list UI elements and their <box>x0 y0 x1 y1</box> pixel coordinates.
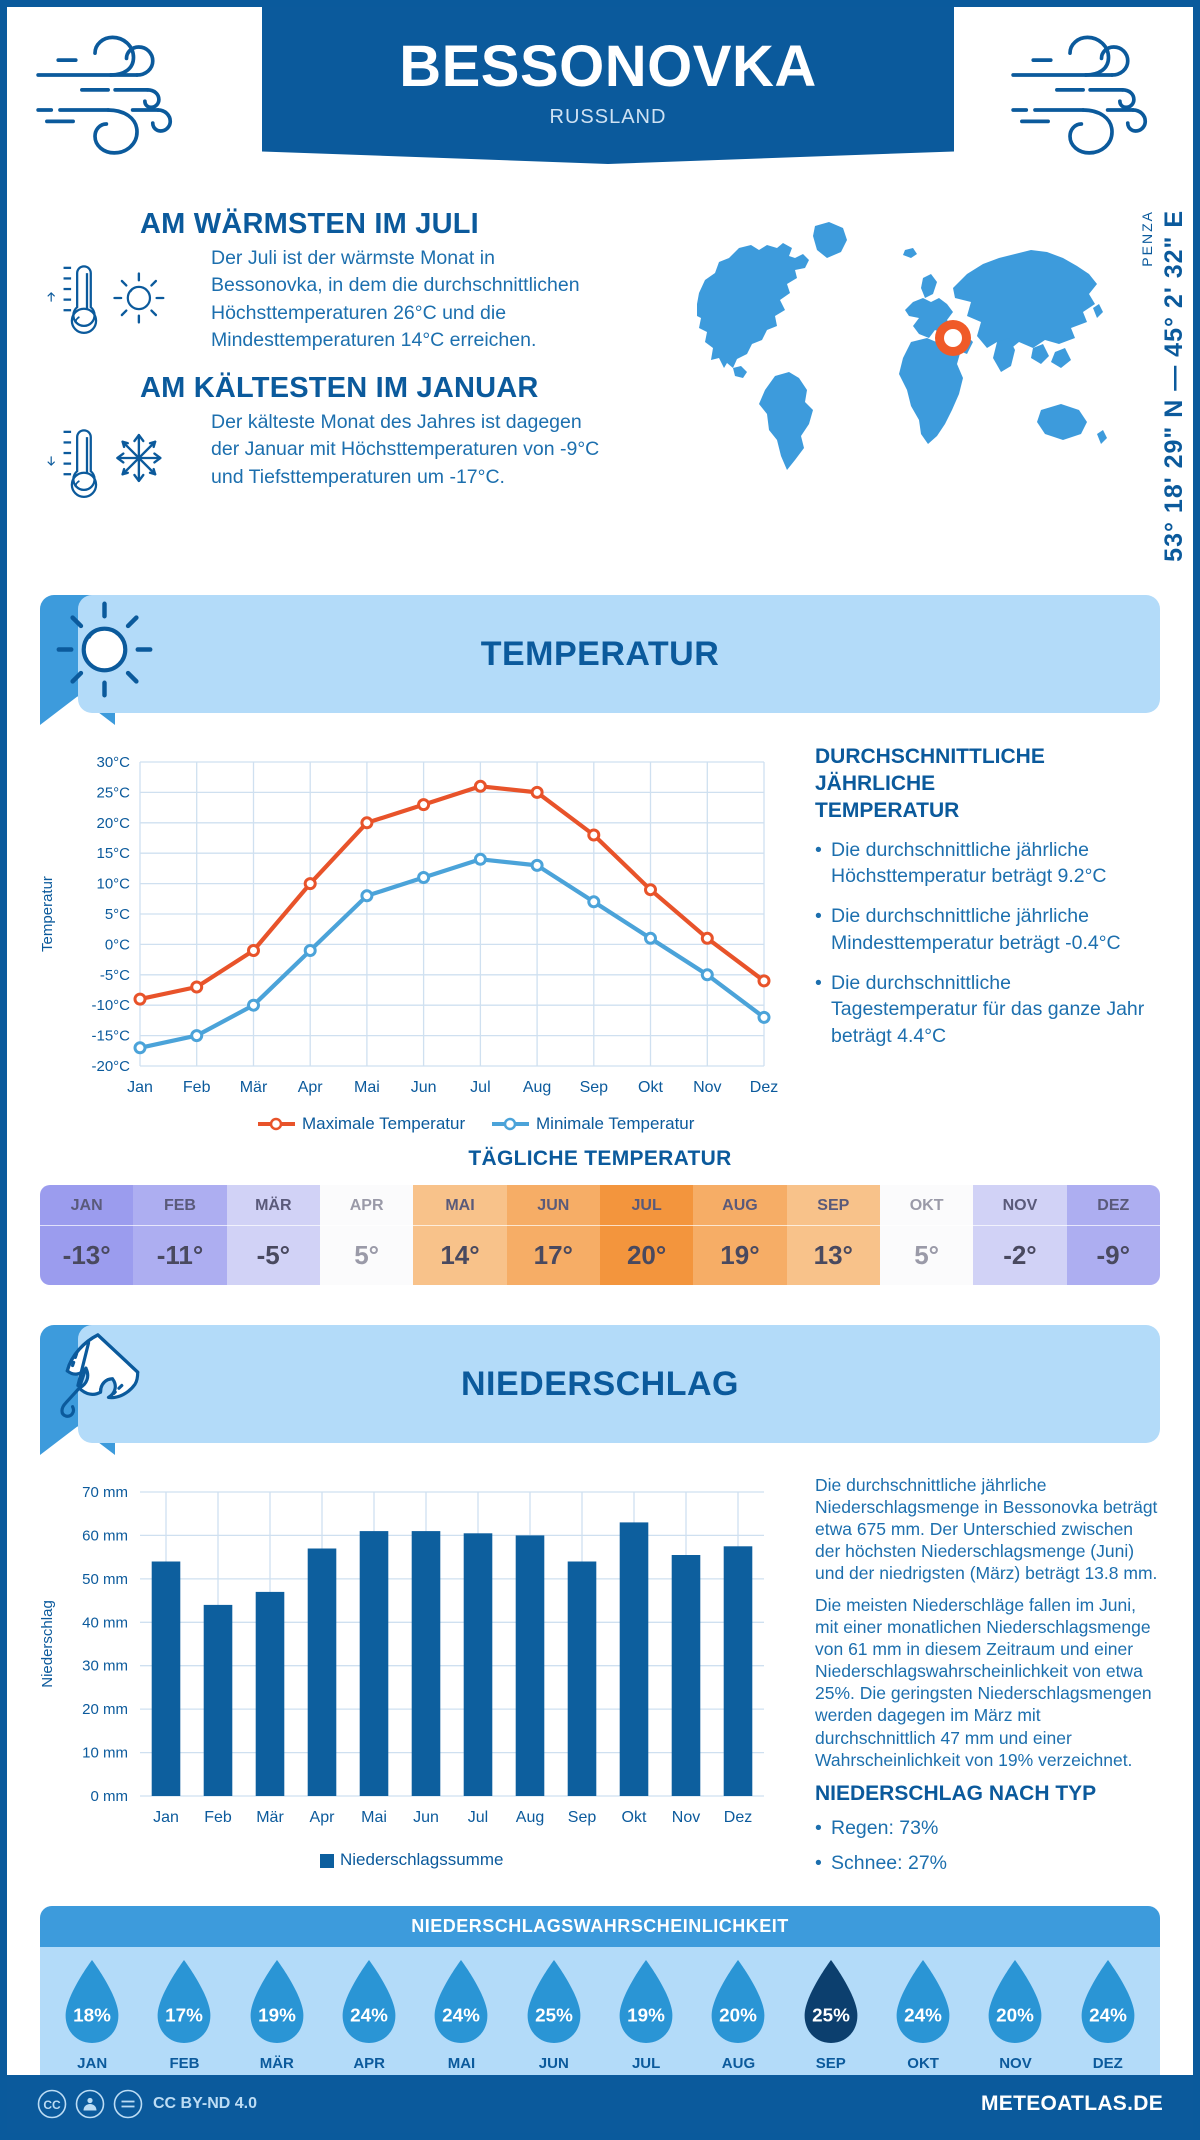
svg-text:30 mm: 30 mm <box>82 1658 128 1675</box>
svg-text:Jan: Jan <box>153 1809 179 1826</box>
svg-text:Sep: Sep <box>568 1809 597 1826</box>
svg-text:Jun: Jun <box>413 1809 439 1826</box>
svg-text:19%: 19% <box>258 2005 296 2026</box>
svg-text:Minimale Temperatur: Minimale Temperatur <box>536 1114 695 1133</box>
svg-text:5°C: 5°C <box>105 906 130 923</box>
svg-text:-5°C: -5°C <box>100 967 130 984</box>
svg-text:25%: 25% <box>535 2005 573 2026</box>
svg-text:40 mm: 40 mm <box>82 1614 128 1631</box>
svg-text:Dez: Dez <box>750 1079 778 1096</box>
svg-text:Jan: Jan <box>127 1079 153 1096</box>
svg-text:0 mm: 0 mm <box>91 1788 129 1805</box>
svg-text:Apr: Apr <box>310 1809 336 1826</box>
svg-text:-10°C: -10°C <box>91 997 130 1014</box>
svg-text:25%: 25% <box>812 2005 850 2026</box>
svg-text:Nov: Nov <box>672 1809 700 1826</box>
svg-text:Feb: Feb <box>183 1079 211 1096</box>
svg-text:20%: 20% <box>997 2005 1035 2026</box>
svg-text:70 mm: 70 mm <box>82 1484 128 1501</box>
svg-text:24%: 24% <box>904 2005 942 2026</box>
svg-text:Aug: Aug <box>516 1809 544 1826</box>
svg-text:Okt: Okt <box>622 1809 647 1826</box>
svg-text:Jul: Jul <box>470 1079 490 1096</box>
svg-text:0°C: 0°C <box>105 936 130 953</box>
svg-text:-15°C: -15°C <box>91 1028 130 1045</box>
svg-text:Sep: Sep <box>580 1079 609 1096</box>
svg-text:Niederschlagssumme: Niederschlagssumme <box>340 1850 503 1869</box>
svg-text:Okt: Okt <box>638 1079 663 1096</box>
svg-text:24%: 24% <box>443 2005 481 2026</box>
svg-text:Apr: Apr <box>298 1079 324 1096</box>
svg-text:25°C: 25°C <box>96 784 130 801</box>
svg-text:19%: 19% <box>627 2005 665 2026</box>
svg-text:Mai: Mai <box>361 1809 387 1826</box>
svg-text:Mai: Mai <box>354 1079 380 1096</box>
svg-text:60 mm: 60 mm <box>82 1527 128 1544</box>
svg-text:Jun: Jun <box>411 1079 437 1096</box>
svg-text:Maximale Temperatur: Maximale Temperatur <box>302 1114 465 1133</box>
svg-text:Dez: Dez <box>724 1809 752 1826</box>
svg-text:20%: 20% <box>720 2005 758 2026</box>
svg-text:15°C: 15°C <box>96 845 130 862</box>
svg-text:10 mm: 10 mm <box>82 1745 128 1762</box>
svg-text:24%: 24% <box>350 2005 388 2026</box>
svg-text:Niederschlag: Niederschlag <box>40 1600 56 1688</box>
svg-text:-20°C: -20°C <box>91 1058 130 1075</box>
svg-text:Nov: Nov <box>693 1079 721 1096</box>
svg-text:Temperatur: Temperatur <box>40 876 56 952</box>
svg-text:Jul: Jul <box>468 1809 488 1826</box>
svg-text:20 mm: 20 mm <box>82 1701 128 1718</box>
svg-text:20°C: 20°C <box>96 815 130 832</box>
svg-text:Feb: Feb <box>204 1809 232 1826</box>
svg-text:30°C: 30°C <box>96 754 130 771</box>
svg-text:Aug: Aug <box>523 1079 551 1096</box>
svg-text:50 mm: 50 mm <box>82 1571 128 1588</box>
svg-text:Mär: Mär <box>240 1079 268 1096</box>
svg-text:10°C: 10°C <box>96 876 130 893</box>
svg-text:24%: 24% <box>1089 2005 1127 2026</box>
svg-text:18%: 18% <box>73 2005 111 2026</box>
svg-text:Mär: Mär <box>256 1809 284 1826</box>
svg-text:CC: CC <box>43 2098 61 2112</box>
svg-text:17%: 17% <box>166 2005 204 2026</box>
